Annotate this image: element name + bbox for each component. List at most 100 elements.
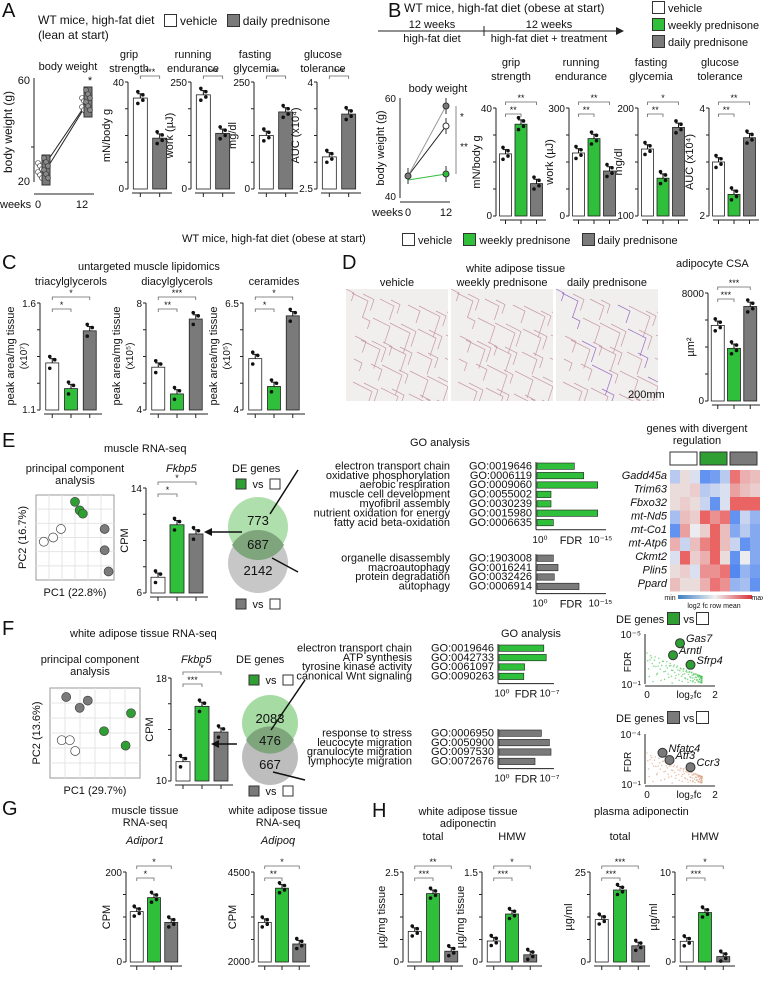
svg-text:CPM: CPM: [101, 905, 113, 929]
legend-weekly: weekly prednisone: [479, 235, 571, 247]
bar-2: [188, 318, 203, 411]
svg-text:8: 8: [136, 299, 142, 310]
svg-text:**: **: [272, 67, 280, 77]
pca-title-e: principal component analysis: [25, 463, 125, 488]
bar-1: [194, 705, 210, 782]
bar-2: [82, 330, 97, 411]
svg-text:vs: vs: [266, 675, 278, 687]
svg-text:10⁰: 10⁰: [494, 774, 509, 785]
svg-text:muscle cell development: muscle cell development: [330, 489, 450, 501]
svg-text:oxidative phosphorylation: oxidative phosphorylation: [326, 470, 450, 482]
svg-text:AUC (x10⁴): AUC (x10⁴): [684, 134, 696, 190]
svg-text:*: *: [200, 663, 204, 673]
svg-text:25: 25: [575, 868, 587, 879]
svg-text:4500: 4500: [228, 868, 251, 879]
vehicle-swatch: [164, 14, 177, 27]
svg-text:Plin5: Plin5: [643, 565, 668, 577]
svg-text:electron transport chain: electron transport chain: [297, 642, 412, 654]
bar-0: [45, 362, 60, 411]
svg-text:ATP synthesis: ATP synthesis: [343, 652, 413, 664]
svg-text:40: 40: [385, 192, 397, 203]
svg-text:667: 667: [259, 757, 281, 772]
bar-1: [698, 912, 712, 963]
bar-0: [712, 161, 725, 217]
svg-text:773: 773: [247, 513, 269, 528]
legend-daily: daily prednisone: [668, 37, 749, 49]
de-weekly-vs-vehicle: DE genes vs: [616, 612, 712, 626]
panel-label-g: G: [2, 798, 18, 820]
svg-text:*: *: [703, 857, 707, 867]
svg-text:*: *: [175, 473, 179, 483]
svg-text:0: 0: [644, 790, 650, 801]
svg-text:GO:1903008: GO:1903008: [469, 552, 532, 564]
legend-vehicle: vehicle: [180, 14, 218, 28]
timeline-left-bottom: high-fat diet: [403, 33, 461, 45]
svg-text:10⁻¹⁵: 10⁻¹⁵: [588, 535, 612, 546]
svg-text:476: 476: [259, 733, 281, 748]
svg-text:*: *: [510, 857, 514, 867]
bar-2: [164, 922, 179, 963]
panel-a-title: WT mice, high-fat diet: [38, 13, 155, 27]
svg-text:100: 100: [617, 211, 634, 222]
svg-text:mt-Co1: mt-Co1: [631, 524, 667, 536]
chart-B-gtt: 2 4 ** ** AUC (x10⁴): [684, 93, 759, 224]
svg-text:GO:0032426: GO:0032426: [469, 571, 532, 583]
svg-text:**: **: [517, 93, 525, 103]
svg-text:0: 0: [244, 184, 250, 195]
svg-text:GO:0016241: GO:0016241: [469, 562, 532, 574]
svg-text:10⁻⁷: 10⁻⁷: [540, 774, 560, 785]
plasma-adiponectin-title: plasma adiponectin: [594, 806, 689, 818]
bar-2: [743, 137, 756, 217]
svg-text:log2 fc row mean: log2 fc row mean: [687, 603, 740, 610]
svg-text:0: 0: [580, 957, 586, 968]
chart-D-csa: 0 8000 *** *** µm²: [682, 278, 760, 409]
svg-text:PC1 (29.7%): PC1 (29.7%): [64, 785, 127, 797]
svg-text:2: 2: [712, 690, 718, 701]
bar-0: [486, 940, 501, 963]
svg-text:(x10⁵): (x10⁵): [222, 343, 233, 370]
heatmap-title: genes with divergent regulation: [646, 423, 748, 448]
svg-text:Ckmt2: Ckmt2: [635, 551, 667, 563]
subtitle-a: glucose tolerance: [300, 49, 346, 75]
svg-text:FDR: FDR: [515, 774, 538, 786]
bar-2: [672, 127, 685, 217]
de-daily-vs-vehicle: DE genes vs: [616, 711, 712, 725]
subtitle-b: grip strength: [491, 57, 531, 83]
chart-F-pca: PC1 (29.7%) PC2 (13.6%): [31, 687, 141, 797]
svg-text:10⁰: 10⁰: [532, 599, 547, 610]
bar-2: [631, 945, 646, 963]
histology-label: weekly prednisone: [456, 277, 548, 289]
bar-0: [679, 940, 694, 963]
svg-text:**: **: [510, 105, 518, 115]
svg-text:0: 0: [486, 211, 492, 222]
timeline-arrow: [378, 26, 624, 36]
svg-text:Sfrp4: Sfrp4: [697, 655, 723, 667]
bar-0: [175, 761, 191, 782]
svg-text:*: *: [166, 485, 170, 495]
svg-text:2: 2: [712, 790, 718, 801]
svg-text:**: **: [164, 300, 172, 310]
svg-text:Gas7: Gas7: [686, 633, 713, 645]
svg-text:GO:0050900: GO:0050900: [431, 737, 494, 749]
svg-text:4: 4: [307, 78, 313, 89]
svg-text:10⁰: 10⁰: [532, 535, 547, 546]
svg-text:GO:0015980: GO:0015980: [469, 507, 532, 519]
daily-swatch: [226, 14, 240, 27]
svg-text:*: *: [263, 300, 267, 310]
svg-text:FDR: FDR: [560, 599, 583, 611]
svg-text:work (µJ): work (µJ): [164, 113, 176, 159]
subtitle-b: running endurance: [555, 57, 607, 83]
svg-text:14: 14: [131, 484, 143, 495]
bar-0: [572, 152, 585, 217]
chart-B-grip: 0 40 ** ** mN/body g: [471, 93, 546, 224]
arrows-f: [211, 679, 306, 781]
svg-text:Gadd45a: Gadd45a: [622, 470, 667, 482]
svg-text:GO:0072676: GO:0072676: [431, 756, 494, 768]
svg-text:2142: 2142: [244, 563, 273, 578]
timeline-left-top: 12 weeks: [408, 19, 456, 31]
bar-0: [710, 325, 725, 402]
chart-G-adipor1: 0 200 * * CPM: [101, 857, 182, 970]
histology-image-0: [346, 289, 448, 401]
